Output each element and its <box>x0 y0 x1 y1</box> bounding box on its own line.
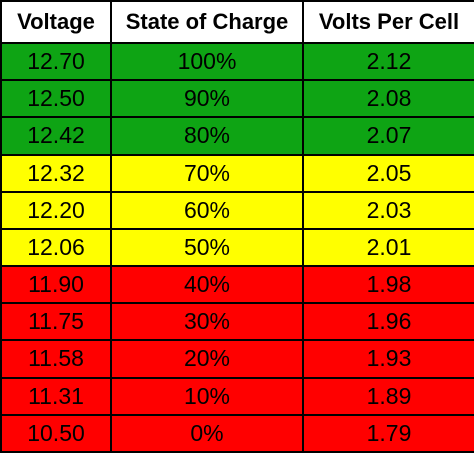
volts-per-cell-cell: 2.01 <box>302 227 474 268</box>
table-body: 12.70 100% 2.12 12.50 90% 2.08 12.42 80%… <box>0 41 474 453</box>
voltage-cell: 11.90 <box>0 265 112 305</box>
volts-per-cell-cell: 1.93 <box>302 339 474 379</box>
voltage-cell: 11.75 <box>0 302 112 342</box>
table-row: 11.90 40% 1.98 <box>0 265 474 305</box>
header-state-of-charge: State of Charge <box>110 0 304 44</box>
state-of-charge-cell: 0% <box>110 413 304 453</box>
voltage-cell: 12.70 <box>0 41 112 82</box>
header-voltage: Voltage <box>0 0 112 44</box>
table-row: 10.50 0% 1.79 <box>0 413 474 453</box>
state-of-charge-cell: 60% <box>110 190 304 230</box>
state-of-charge-cell: 100% <box>110 41 304 82</box>
table-row: 12.50 90% 2.08 <box>0 79 474 119</box>
voltage-cell: 12.20 <box>0 190 112 230</box>
header-volts-per-cell: Volts Per Cell <box>302 0 474 44</box>
volts-per-cell-cell: 2.05 <box>302 153 474 193</box>
table-row: 11.31 10% 1.89 <box>0 376 474 416</box>
volts-per-cell-cell: 2.03 <box>302 190 474 230</box>
state-of-charge-cell: 40% <box>110 265 304 305</box>
volts-per-cell-cell: 2.07 <box>302 116 474 156</box>
state-of-charge-cell: 70% <box>110 153 304 193</box>
table-row: 12.70 100% 2.12 <box>0 41 474 82</box>
state-of-charge-cell: 80% <box>110 116 304 156</box>
state-of-charge-cell: 20% <box>110 339 304 379</box>
volts-per-cell-cell: 2.12 <box>302 41 474 82</box>
state-of-charge-cell: 50% <box>110 227 304 268</box>
volts-per-cell-cell: 1.98 <box>302 265 474 305</box>
table-row: 12.06 50% 2.01 <box>0 227 474 268</box>
state-of-charge-cell: 30% <box>110 302 304 342</box>
table-row: 12.42 80% 2.07 <box>0 116 474 156</box>
volts-per-cell-cell: 1.96 <box>302 302 474 342</box>
voltage-cell: 11.31 <box>0 376 112 416</box>
table-row: 12.20 60% 2.03 <box>0 190 474 230</box>
voltage-cell: 10.50 <box>0 413 112 453</box>
voltage-cell: 12.50 <box>0 79 112 119</box>
volts-per-cell-cell: 2.08 <box>302 79 474 119</box>
table-row: 11.75 30% 1.96 <box>0 302 474 342</box>
header-row: Voltage State of Charge Volts Per Cell <box>0 0 474 44</box>
volts-per-cell-cell: 1.79 <box>302 413 474 453</box>
voltage-cell: 12.42 <box>0 116 112 156</box>
state-of-charge-cell: 10% <box>110 376 304 416</box>
voltage-cell: 11.58 <box>0 339 112 379</box>
voltage-cell: 12.32 <box>0 153 112 193</box>
voltage-cell: 12.06 <box>0 227 112 268</box>
state-of-charge-cell: 90% <box>110 79 304 119</box>
table-row: 12.32 70% 2.05 <box>0 153 474 193</box>
volts-per-cell-cell: 1.89 <box>302 376 474 416</box>
table-row: 11.58 20% 1.93 <box>0 339 474 379</box>
